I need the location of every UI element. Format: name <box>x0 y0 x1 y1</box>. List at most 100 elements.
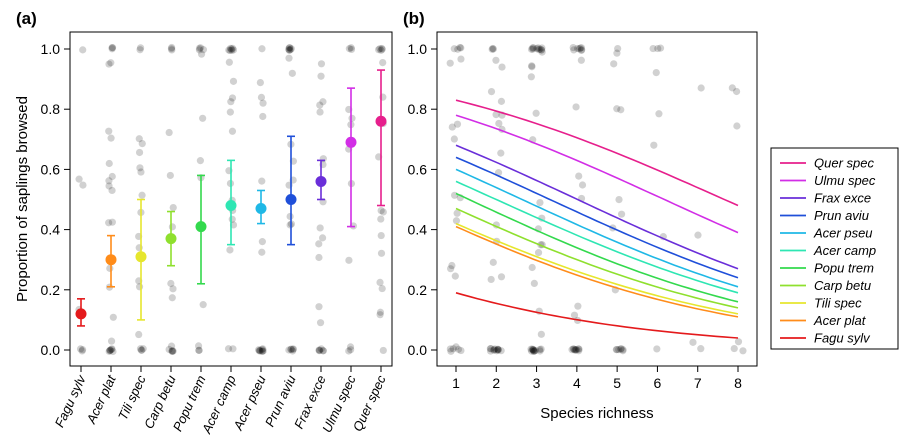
raw-point <box>199 46 208 54</box>
raw-point <box>656 44 665 52</box>
mean-point <box>345 136 357 148</box>
raw-point <box>229 46 238 54</box>
y-tick-label: 1.0 <box>41 41 61 57</box>
x-category-label: Acer plat <box>83 372 119 427</box>
raw-point <box>534 44 542 52</box>
raw-point <box>572 103 580 111</box>
y-tick-label: 0.6 <box>41 161 61 177</box>
raw-point <box>448 261 456 270</box>
raw-point <box>529 44 538 52</box>
series-line <box>455 114 739 234</box>
raw-point <box>497 149 505 157</box>
raw-point <box>347 44 355 52</box>
x-tick-label: 1 <box>452 375 460 391</box>
raw-point <box>375 46 383 54</box>
raw-point <box>105 347 113 355</box>
raw-point <box>319 347 327 355</box>
raw-point <box>136 46 144 54</box>
raw-point <box>259 99 267 107</box>
raw-point <box>316 108 324 116</box>
raw-point <box>575 172 583 180</box>
raw-point <box>614 44 622 53</box>
panel-a: (a) Proportion of saplings browsed 0.00.… <box>14 9 393 436</box>
mean-point <box>135 251 147 263</box>
raw-point <box>650 141 658 149</box>
mean-point <box>225 200 237 212</box>
raw-point <box>195 346 203 354</box>
raw-point <box>345 347 353 355</box>
raw-point <box>225 46 233 54</box>
raw-point <box>617 344 625 353</box>
mean-point <box>255 203 267 215</box>
panel-a-means <box>75 115 387 320</box>
raw-point <box>224 345 233 353</box>
raw-point <box>138 139 146 148</box>
raw-point <box>315 346 323 354</box>
panel-b: (b) Species richness 0.00.20.40.60.81.0 … <box>403 9 899 422</box>
raw-point <box>536 345 544 354</box>
raw-point <box>106 346 114 354</box>
raw-point <box>79 46 87 54</box>
y-tick-label: 0.8 <box>41 101 61 117</box>
raw-point <box>168 43 176 52</box>
raw-point <box>226 108 234 116</box>
raw-point <box>495 119 503 128</box>
raw-point <box>568 346 576 354</box>
y-tick-label: 0.4 <box>41 222 61 238</box>
legend-label: Acer camp <box>813 243 876 258</box>
raw-point <box>168 347 176 355</box>
y-tick-label: 0.4 <box>408 222 428 238</box>
raw-point <box>107 337 116 345</box>
raw-point <box>527 73 535 81</box>
raw-point <box>169 203 177 212</box>
raw-point <box>493 347 501 355</box>
raw-point <box>653 345 661 353</box>
raw-point <box>487 345 495 353</box>
raw-point <box>530 279 538 288</box>
raw-point <box>376 308 385 316</box>
panel-a-y-axis: 0.0 0.2 0.4 0.6 0.8 1.0 <box>41 41 70 358</box>
raw-point <box>106 346 114 354</box>
raw-point <box>570 311 579 319</box>
raw-point <box>75 175 83 183</box>
raw-point <box>197 50 206 58</box>
panel-b-x-axis-title: Species richness <box>540 405 653 422</box>
raw-point <box>537 330 545 338</box>
raw-point <box>317 60 326 68</box>
raw-point <box>575 345 583 353</box>
panel-a-points <box>75 43 387 356</box>
raw-point <box>575 45 583 53</box>
raw-point <box>570 345 578 353</box>
x-tick-label: 3 <box>533 375 541 391</box>
raw-point <box>697 84 705 92</box>
raw-point <box>258 177 266 185</box>
raw-point <box>450 45 458 53</box>
raw-point <box>655 110 663 118</box>
raw-point <box>108 218 116 226</box>
raw-point <box>289 345 297 353</box>
raw-point <box>613 346 621 354</box>
mean-point <box>105 254 117 266</box>
raw-point <box>168 223 176 231</box>
legend-label: Quer spec <box>814 156 874 171</box>
series-line <box>455 168 739 288</box>
raw-point <box>377 249 386 257</box>
raw-point <box>137 346 145 354</box>
raw-point <box>227 98 235 106</box>
series-line <box>455 292 739 339</box>
raw-point <box>229 77 238 85</box>
x-category-label: Fagu sylv <box>52 372 90 430</box>
raw-point <box>257 93 266 101</box>
raw-point <box>530 347 538 355</box>
raw-point <box>259 345 267 353</box>
raw-point <box>615 195 623 204</box>
raw-point <box>196 157 204 165</box>
raw-point <box>379 58 387 67</box>
raw-point <box>108 44 116 52</box>
raw-point <box>571 346 579 354</box>
raw-point <box>316 224 324 232</box>
raw-point <box>109 313 117 321</box>
x-tick-label: 5 <box>613 375 621 391</box>
raw-point <box>578 181 587 189</box>
raw-point <box>527 347 536 355</box>
